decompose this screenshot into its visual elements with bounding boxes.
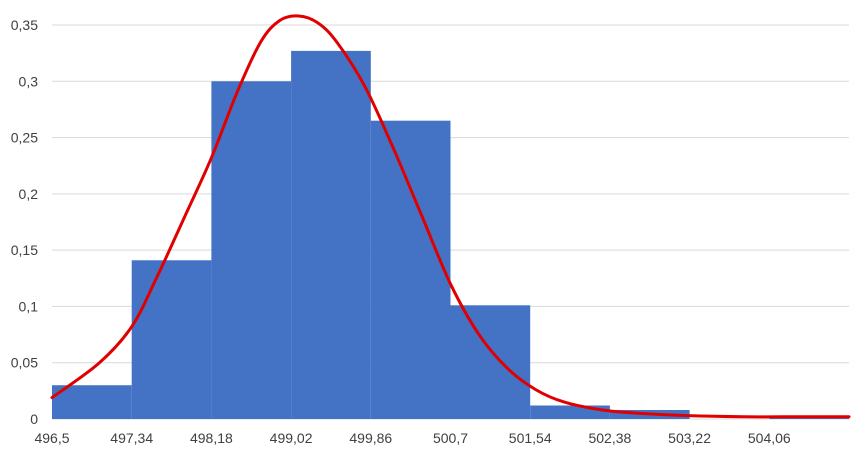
histogram-bar: [530, 405, 610, 419]
x-tick-label: 497,34: [110, 430, 153, 446]
y-tick-label: 0,1: [19, 298, 39, 314]
x-tick-label: 504,06: [748, 430, 791, 446]
y-tick-label: 0: [30, 411, 38, 427]
histogram-bars: [52, 50, 849, 420]
x-tick-label: 499,02: [270, 430, 313, 446]
histogram-bar: [131, 260, 212, 419]
y-tick-label: 0,2: [19, 186, 39, 202]
x-axis-ticks: 496,5 497,34 498,18 499,02 499,86 500,7 501,54…: [34, 430, 790, 446]
histogram-bar: [52, 385, 132, 419]
x-tick-label: 502,38: [588, 430, 631, 446]
y-tick-label: 0,25: [11, 130, 38, 146]
x-tick-label: 503,22: [668, 430, 711, 446]
x-tick-label: 501,54: [509, 430, 552, 446]
y-axis-ticks: 0 0,05 0,1 0,15 0,2 0,25 0,3 0,35: [11, 17, 38, 427]
x-tick-label: 496,5: [34, 430, 69, 446]
y-tick-label: 0,05: [11, 355, 38, 371]
x-tick-label: 500,7: [433, 430, 468, 446]
y-tick-label: 0,15: [11, 242, 38, 258]
x-tick-label: 498,18: [190, 430, 233, 446]
histogram-bar: [211, 81, 292, 420]
x-tick-label: 499,86: [349, 430, 392, 446]
histogram-bar: [370, 120, 451, 419]
histogram-bar: [291, 50, 371, 420]
histogram-bar: [450, 305, 531, 419]
y-tick-label: 0,35: [11, 17, 38, 33]
density-curve-layer: [50, 14, 851, 419]
density-curve: [50, 14, 851, 419]
y-tick-label: 0,3: [19, 73, 39, 89]
